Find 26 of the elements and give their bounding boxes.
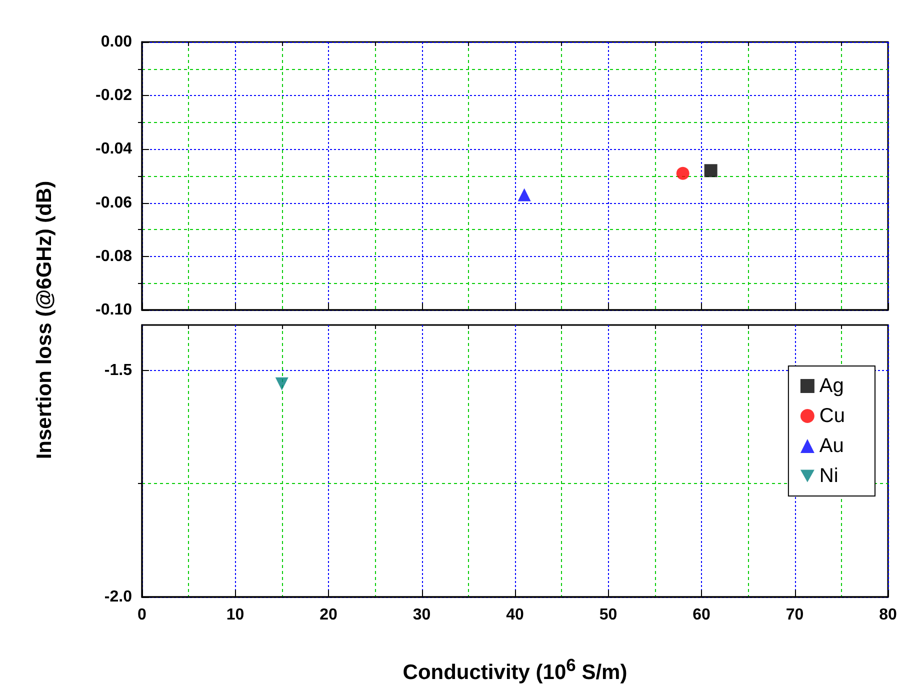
x-tick-label: 20 — [320, 606, 338, 624]
x-tick-label: 80 — [879, 606, 897, 624]
x-tick-label: 10 — [226, 606, 244, 624]
x-tick-label: 30 — [412, 606, 431, 624]
x-tick-label: 40 — [506, 606, 524, 624]
y-tick-label: -2.0 — [104, 588, 132, 606]
y-axis-title: Insertion loss (@6GHz) (dB) — [33, 180, 57, 460]
x-tick-label: 70 — [786, 606, 804, 624]
point — [704, 164, 718, 178]
x-tick-label: 0 — [138, 606, 147, 624]
y-tick-label: -0.08 — [96, 248, 132, 265]
legend-label: Ag — [819, 375, 844, 397]
y-tick-label: -0.04 — [96, 140, 132, 158]
legend-label: Au — [819, 435, 844, 457]
y-tick-label: -0.06 — [96, 194, 132, 212]
legend-label: Ni — [819, 465, 838, 487]
y-tick-label: -1.5 — [104, 362, 132, 379]
y-tick-label: -0.10 — [96, 302, 132, 318]
x-axis-title: Conductivity (10$^{6}$ S/m) — [402, 655, 628, 685]
x-tick-label: 50 — [599, 606, 618, 624]
point — [518, 188, 531, 202]
x-tick-label: 60 — [692, 606, 710, 624]
legend-label: Cu — [819, 405, 846, 427]
y-tick-label: 0.00 — [100, 34, 132, 50]
y-tick-label: -0.02 — [96, 87, 132, 104]
point — [676, 166, 690, 180]
